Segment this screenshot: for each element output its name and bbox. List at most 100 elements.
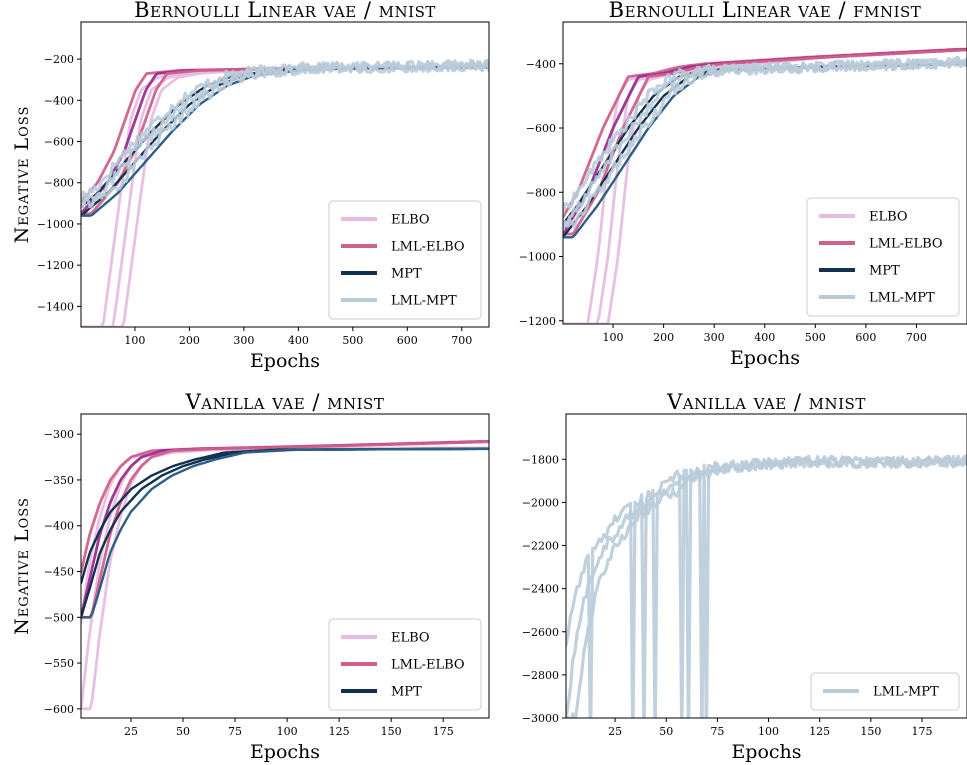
y-tick-label: −2600 — [522, 626, 559, 639]
legend-label-lml-mpt: LML-MPT — [391, 294, 457, 309]
x-tick-label: 100 — [603, 331, 624, 344]
x-tick-label: 125 — [809, 725, 830, 738]
x-tick-label: 100 — [758, 725, 779, 738]
chart-title: Vanilla vae / mnist — [185, 390, 385, 414]
y-tick-label: −2400 — [522, 583, 559, 596]
legend: LML-MPT — [810, 672, 960, 711]
x-tick-label: 125 — [329, 725, 350, 738]
legend-label-mpt: MPT — [391, 267, 422, 282]
y-tick-label: −3000 — [522, 712, 559, 725]
series-line-lml-mpt-2 — [563, 55, 967, 226]
x-tick-label: 500 — [342, 334, 363, 347]
y-tick-label: −600 — [526, 122, 556, 135]
y-tick-label: −400 — [526, 58, 556, 71]
series-line-lml-mpt-2 — [81, 59, 489, 207]
y-tick-label: −550 — [44, 657, 74, 670]
legend: ELBO LML-ELBO MPT — [328, 618, 482, 711]
y-tick-label: −500 — [44, 611, 74, 624]
legend-label-mpt: MPT — [869, 264, 900, 279]
legend-label-lml-elbo: LML-ELBO — [391, 240, 465, 255]
series-group — [563, 47, 967, 324]
series-line-lml-elbo-3 — [563, 48, 967, 236]
series-line-mpt-3 — [81, 447, 489, 619]
x-tick-label: 75 — [228, 725, 242, 738]
legend-label-lml-elbo: LML-ELBO — [391, 658, 465, 673]
plot-frame — [80, 413, 490, 719]
legend-label-elbo: ELBO — [869, 210, 908, 225]
x-tick-label: 75 — [710, 725, 724, 738]
x-axis-label: Epochs — [250, 741, 320, 763]
legend-box — [328, 200, 482, 320]
chart-1: 100 200 300 400 500 600 700 −1400 −1200 −1000 −800… — [11, 0, 490, 372]
legend-box — [806, 197, 960, 317]
x-tick-label: 100 — [124, 334, 145, 347]
y-tick-label: −400 — [44, 520, 74, 533]
legend-label-lml-elbo: LML-ELBO — [869, 237, 943, 252]
x-axis-label: Epochs — [730, 347, 800, 369]
y-tick-label: −1200 — [519, 315, 556, 328]
x-tick-label: 175 — [911, 725, 932, 738]
legend-label-lml-mpt: LML-MPT — [869, 291, 935, 306]
plot-frame — [80, 21, 490, 328]
x-tick-label: 100 — [277, 725, 298, 738]
y-tick-label: −600 — [44, 703, 74, 716]
y-tick-label: −2000 — [522, 496, 559, 509]
y-tick-label: −200 — [44, 53, 74, 66]
y-tick-label: −1400 — [37, 300, 74, 313]
legend-box — [328, 618, 482, 711]
x-tick-label: 200 — [179, 334, 200, 347]
y-tick-label: −450 — [44, 565, 74, 578]
chart-2: 100 200 300 400 500 600 700 −1200 −1000 −800 −600 −… — [519, 0, 967, 369]
series-group — [566, 454, 967, 718]
legend-label-mpt: MPT — [391, 685, 422, 700]
x-tick-label: 400 — [754, 331, 775, 344]
legend-box — [810, 672, 960, 711]
x-tick-label: 700 — [451, 334, 472, 347]
y-tick-label: −800 — [526, 186, 556, 199]
y-tick-label: −300 — [44, 428, 74, 441]
x-tick-label: 200 — [653, 331, 674, 344]
y-tick-label: −2800 — [522, 669, 559, 682]
series-line-lml-mpt-3 — [566, 454, 967, 718]
y-axis-label: Negative Loss — [11, 106, 33, 244]
x-tick-label: 50 — [659, 725, 673, 738]
legend-label-elbo: ELBO — [391, 631, 430, 646]
chart-title: Vanilla vae / mnist — [666, 390, 866, 414]
x-tick-label: 700 — [906, 331, 927, 344]
x-tick-label: 150 — [860, 725, 881, 738]
y-tick-label: −2200 — [522, 540, 559, 553]
chart-3: 25 50 75 100 125 150 175 −600 −550 −500 −450 −400 −3… — [11, 390, 490, 763]
x-tick-label: 25 — [608, 725, 622, 738]
y-tick-label: −600 — [44, 136, 74, 149]
legend: ELBO LML-ELBO MPT LML-MPT — [328, 200, 482, 320]
y-tick-label: −1200 — [37, 259, 74, 272]
chart-title: Bernoulli Linear vae / fmnist — [609, 0, 922, 22]
plot-frame — [565, 413, 967, 719]
legend-label-elbo: ELBO — [391, 213, 430, 228]
x-tick-label: 175 — [433, 725, 454, 738]
x-tick-label: 400 — [288, 334, 309, 347]
x-tick-label: 600 — [855, 331, 876, 344]
legend-label-lml-mpt: LML-MPT — [873, 685, 939, 700]
y-tick-label: −400 — [44, 94, 74, 107]
x-axis-label: Epochs — [731, 741, 801, 763]
y-axis-label: Negative Loss — [11, 497, 33, 635]
x-tick-label: 50 — [176, 725, 190, 738]
series-line-lml-elbo-3 — [81, 440, 489, 619]
x-tick-label: 600 — [397, 334, 418, 347]
series-group — [81, 58, 489, 327]
y-tick-label: −800 — [44, 177, 74, 190]
y-tick-label: −1000 — [37, 218, 74, 231]
y-tick-label: −350 — [44, 474, 74, 487]
series-line-lml-mpt-3 — [81, 58, 489, 209]
x-tick-label: 300 — [704, 331, 725, 344]
x-axis-label: Epochs — [250, 350, 320, 372]
series-line-lml-mpt-3 — [563, 56, 967, 232]
x-tick-label: 25 — [124, 725, 138, 738]
y-tick-label: −1000 — [519, 251, 556, 264]
x-tick-label: 500 — [805, 331, 826, 344]
chart-title: Bernoulli Linear vae / mnist — [134, 0, 436, 22]
x-tick-label: 150 — [381, 725, 402, 738]
series-group — [81, 440, 489, 711]
